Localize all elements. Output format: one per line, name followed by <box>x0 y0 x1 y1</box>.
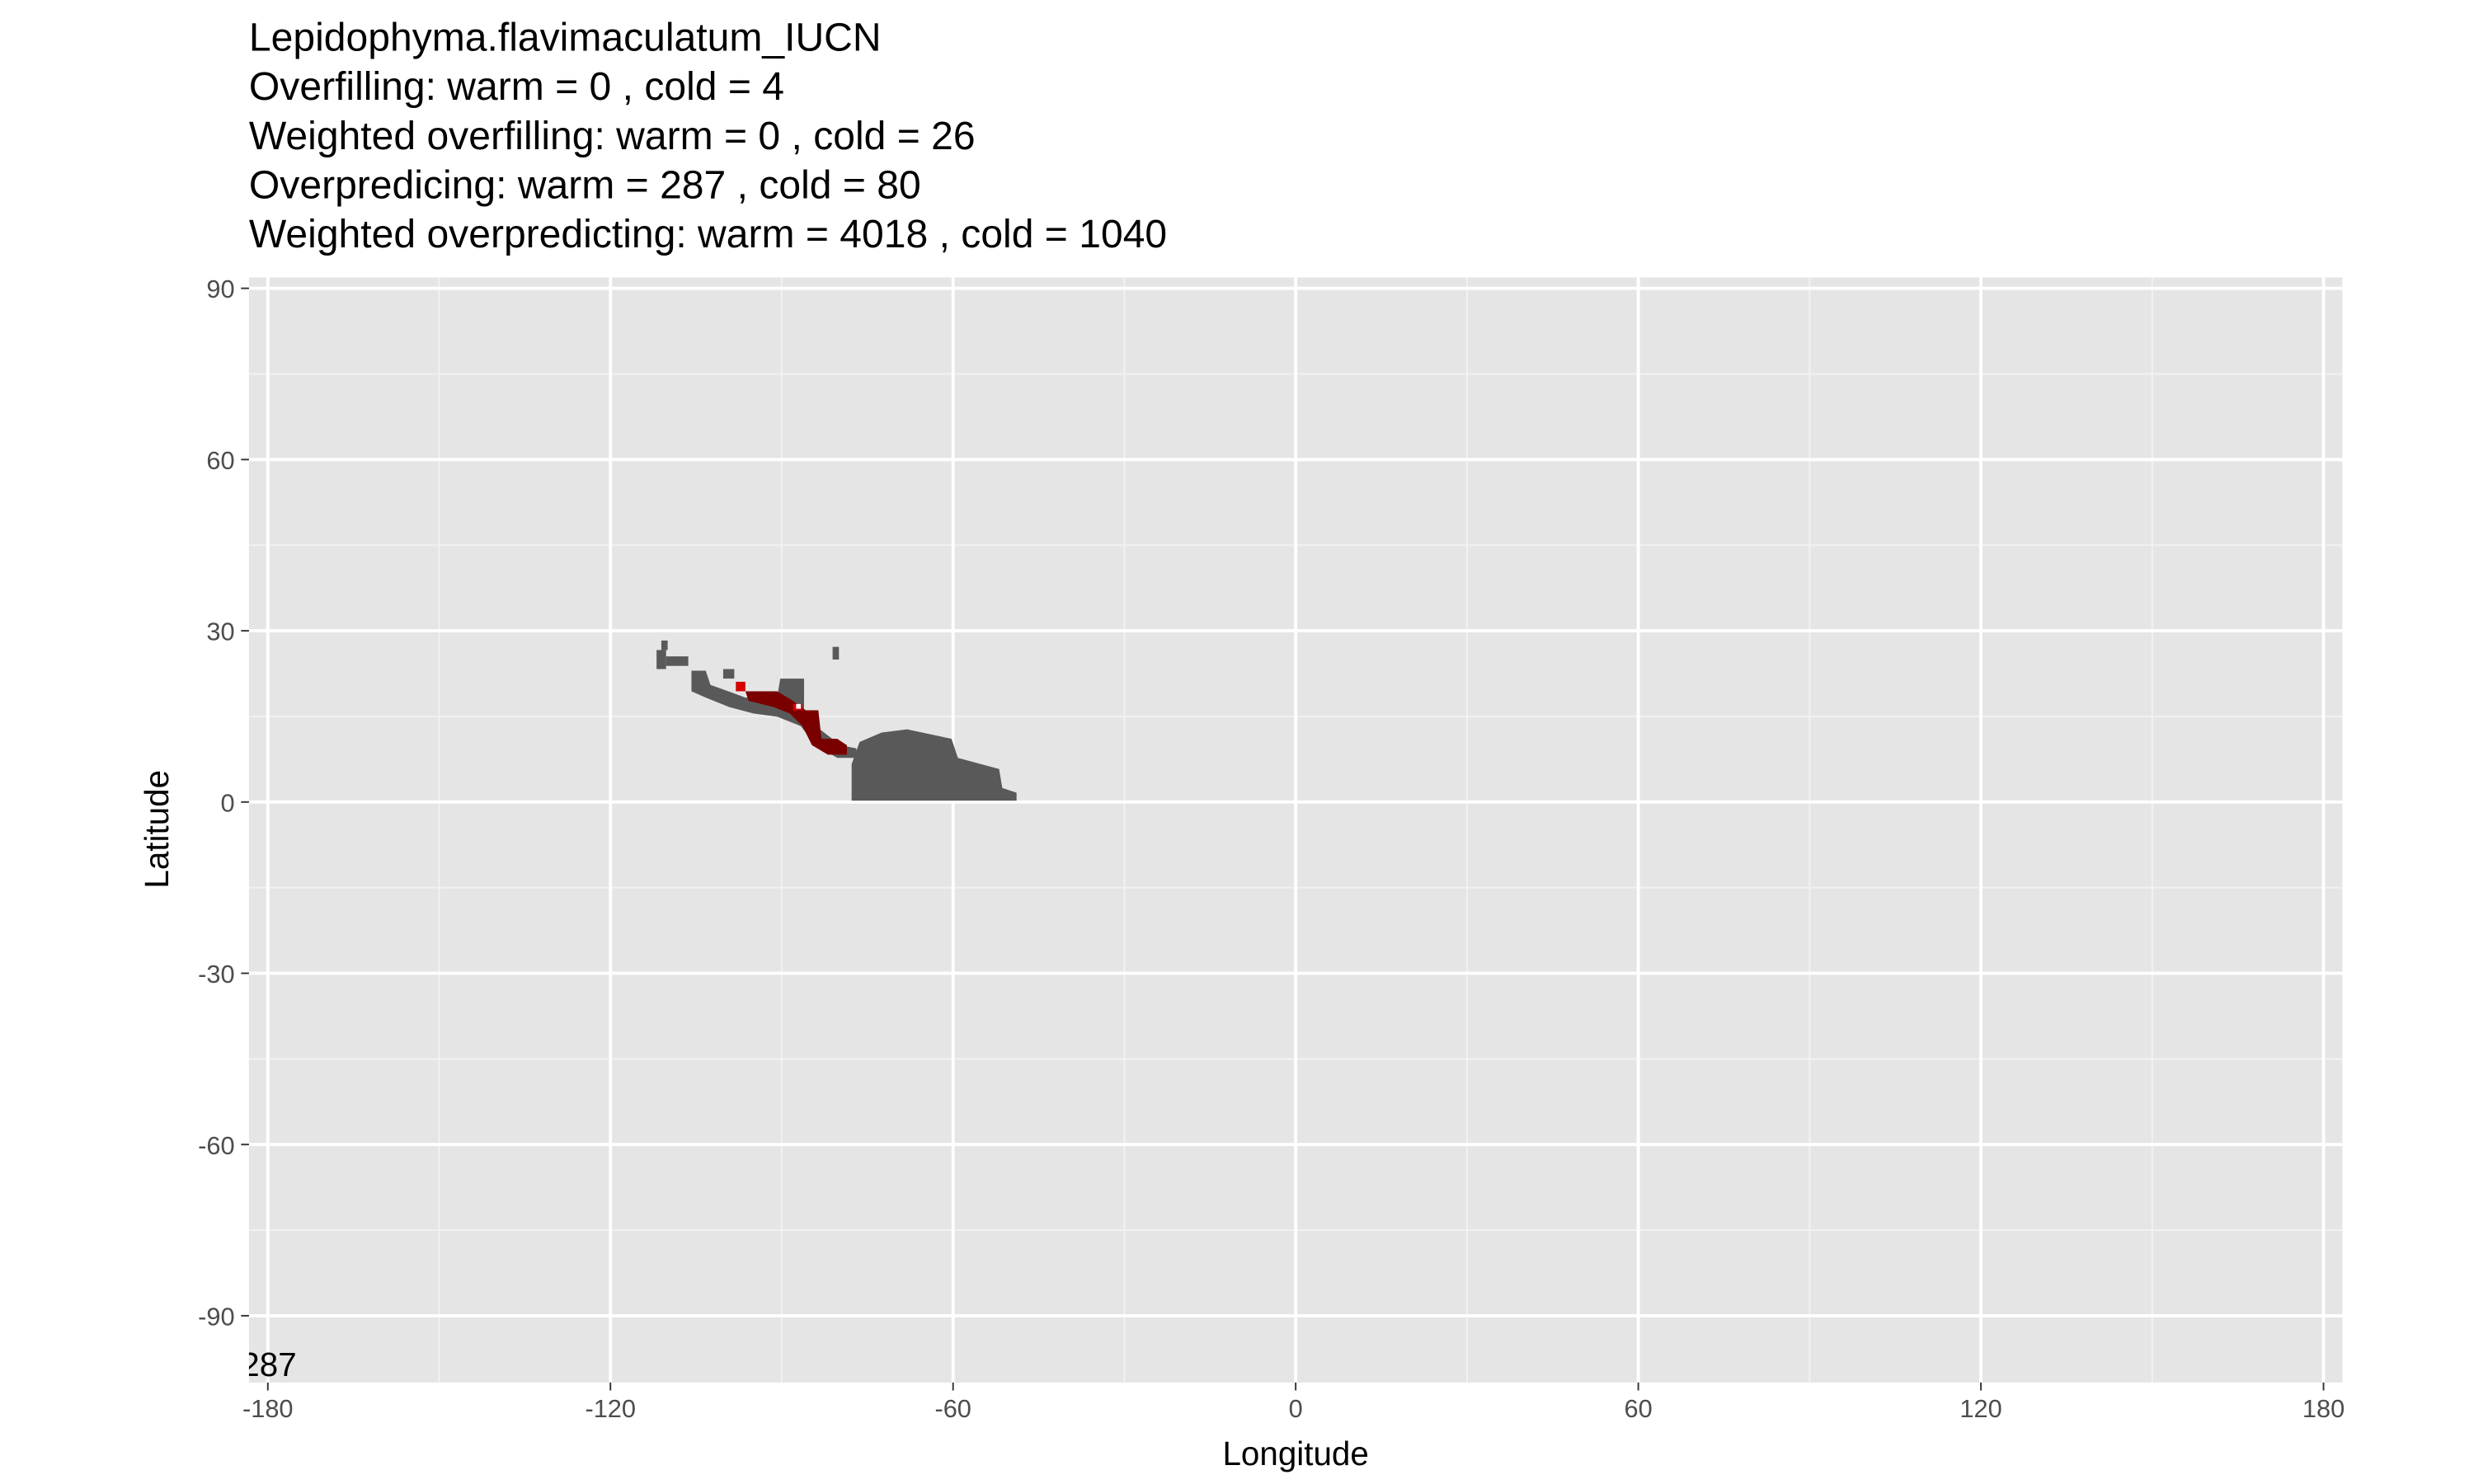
range-cells <box>661 640 668 650</box>
x-tick-label: -120 <box>585 1394 636 1423</box>
x-tick-label: 120 <box>1959 1394 2001 1423</box>
annotation: 287 <box>241 1345 296 1383</box>
y-tick-label: 30 <box>206 618 234 646</box>
range-cells <box>666 656 689 666</box>
x-tick-label: 180 <box>2302 1394 2345 1423</box>
x-tick-label: 0 <box>1289 1394 1303 1423</box>
y-tick-label: 90 <box>206 275 234 303</box>
x-tick-label: -180 <box>242 1394 294 1423</box>
gap-cell <box>796 703 802 709</box>
chart-title: Weighted overpredicting: warm = 4018 , c… <box>249 212 1167 256</box>
chart-title: Overfilling: warm = 0 , cold = 4 <box>249 64 784 109</box>
titles: Lepidophyma.flavimaculatum_IUCNOverfilli… <box>249 16 1167 256</box>
overlap-cells <box>745 691 847 755</box>
y-tick-label: 0 <box>221 788 235 817</box>
x-tick-label: 60 <box>1625 1394 1653 1423</box>
chart-title: Overpredicing: warm = 287 , cold = 80 <box>249 162 921 207</box>
y-tick-label: -30 <box>198 960 234 989</box>
axes: -180 -120 -60 0 60 120 180 90 60 30 0 -30 -60 -90 <box>198 275 2345 1423</box>
grid <box>248 277 2343 1383</box>
y-tick-label: -60 <box>198 1131 234 1160</box>
y-tick-label: -90 <box>198 1302 234 1331</box>
range-cells <box>832 646 840 660</box>
range-cells <box>656 650 666 669</box>
raster: 287 <box>241 640 1017 1383</box>
x-tick-label: -60 <box>934 1394 971 1423</box>
x-axis-label: Longitude <box>1222 1435 1368 1472</box>
range-cells <box>722 669 735 679</box>
chart-title: Lepidophyma.flavimaculatum_IUCN <box>249 16 882 60</box>
chart-title: Weighted overfilling: warm = 0 , cold = … <box>249 114 976 158</box>
y-tick-label: 60 <box>206 446 234 475</box>
y-axis-label: Latitude <box>138 770 176 889</box>
overfill-cells <box>736 681 745 692</box>
range-cells <box>851 729 1017 801</box>
